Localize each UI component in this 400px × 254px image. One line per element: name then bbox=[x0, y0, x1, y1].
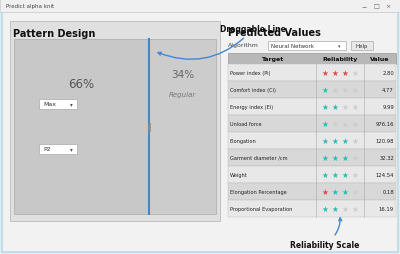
Text: ★: ★ bbox=[332, 204, 338, 213]
Text: 66%: 66% bbox=[68, 78, 94, 91]
Text: ★: ★ bbox=[342, 187, 348, 196]
Text: Help: Help bbox=[356, 44, 368, 49]
Bar bbox=[0, 0, 400, 13]
Bar bbox=[228, 149, 396, 166]
Text: ★: ★ bbox=[352, 153, 358, 162]
Text: 0.18: 0.18 bbox=[382, 189, 394, 194]
Text: Garment diameter /cm: Garment diameter /cm bbox=[230, 155, 288, 160]
Bar bbox=[228, 183, 396, 200]
Text: 976.16: 976.16 bbox=[376, 121, 394, 126]
Text: 124.54: 124.54 bbox=[376, 172, 394, 177]
Text: Elongation: Elongation bbox=[230, 138, 257, 144]
Bar bbox=[14, 40, 149, 214]
Text: ★: ★ bbox=[352, 204, 358, 213]
Text: Regular: Regular bbox=[169, 92, 196, 98]
Text: Power index (Pi): Power index (Pi) bbox=[230, 71, 270, 76]
Text: 120.98: 120.98 bbox=[376, 138, 394, 144]
Text: ★: ★ bbox=[342, 204, 348, 213]
Text: ★: ★ bbox=[352, 86, 358, 95]
Text: Predicted Values: Predicted Values bbox=[228, 28, 321, 38]
Text: ★: ★ bbox=[342, 120, 348, 129]
Text: ★: ★ bbox=[352, 120, 358, 129]
Text: ★: ★ bbox=[332, 136, 338, 146]
Text: □: □ bbox=[373, 4, 379, 9]
Text: Reliability: Reliability bbox=[322, 57, 358, 62]
Text: ★: ★ bbox=[332, 86, 338, 95]
Text: 16.19: 16.19 bbox=[379, 206, 394, 211]
Text: ★: ★ bbox=[332, 187, 338, 196]
Text: ★: ★ bbox=[352, 136, 358, 146]
Text: Neural Network: Neural Network bbox=[271, 44, 314, 49]
Text: ★: ★ bbox=[322, 103, 328, 112]
Text: ★: ★ bbox=[332, 69, 338, 78]
Text: ★: ★ bbox=[322, 204, 328, 213]
Bar bbox=[39, 100, 77, 109]
Text: Reliability Scale: Reliability Scale bbox=[290, 218, 360, 249]
Text: Value: Value bbox=[370, 57, 390, 62]
Text: ★: ★ bbox=[352, 69, 358, 78]
Text: 34%: 34% bbox=[171, 70, 194, 80]
Bar bbox=[228, 200, 396, 217]
Text: ★: ★ bbox=[332, 153, 338, 162]
Text: ★: ★ bbox=[322, 187, 328, 196]
Bar bbox=[351, 42, 373, 51]
Text: ★: ★ bbox=[352, 187, 358, 196]
Text: ★: ★ bbox=[322, 69, 328, 78]
Text: 4.77: 4.77 bbox=[382, 88, 394, 93]
Text: P2: P2 bbox=[43, 147, 51, 152]
Text: ★: ★ bbox=[322, 86, 328, 95]
Text: Comfort index (Ci): Comfort index (Ci) bbox=[230, 88, 276, 93]
Text: Target: Target bbox=[261, 57, 283, 62]
Bar bbox=[228, 99, 396, 116]
Bar bbox=[10, 22, 220, 221]
Bar bbox=[228, 133, 396, 149]
Bar bbox=[228, 65, 396, 82]
Text: ★: ★ bbox=[352, 103, 358, 112]
Text: ★: ★ bbox=[322, 153, 328, 162]
Bar bbox=[228, 166, 396, 183]
Bar bbox=[149, 40, 216, 214]
Bar bbox=[228, 116, 396, 133]
Text: ★: ★ bbox=[332, 120, 338, 129]
Text: 32.32: 32.32 bbox=[379, 155, 394, 160]
Text: Proportional Evaporation: Proportional Evaporation bbox=[230, 206, 292, 211]
Bar bbox=[268, 42, 346, 51]
Text: ★: ★ bbox=[352, 170, 358, 179]
Text: ▾: ▾ bbox=[70, 102, 73, 107]
Text: ★: ★ bbox=[322, 120, 328, 129]
Text: ★: ★ bbox=[332, 170, 338, 179]
Text: ▾: ▾ bbox=[70, 147, 73, 152]
Text: ★: ★ bbox=[322, 170, 328, 179]
Text: Weight: Weight bbox=[230, 172, 248, 177]
Text: ★: ★ bbox=[342, 69, 348, 78]
Text: Pattern Design: Pattern Design bbox=[13, 29, 95, 39]
Text: Unload force: Unload force bbox=[230, 121, 262, 126]
Text: ★: ★ bbox=[322, 136, 328, 146]
Text: ★: ★ bbox=[342, 153, 348, 162]
Bar bbox=[228, 82, 396, 99]
Bar bbox=[39, 145, 77, 154]
Text: Max: Max bbox=[43, 102, 56, 107]
Text: Algorithm: Algorithm bbox=[228, 43, 259, 48]
Text: Energy index (Ei): Energy index (Ei) bbox=[230, 105, 273, 109]
Text: ×: × bbox=[385, 4, 391, 9]
Text: ▾: ▾ bbox=[338, 44, 340, 49]
Text: ★: ★ bbox=[342, 170, 348, 179]
Text: −: − bbox=[361, 4, 367, 9]
Text: 2.80: 2.80 bbox=[382, 71, 394, 76]
Text: ★: ★ bbox=[342, 103, 348, 112]
Text: Predict alpha knit: Predict alpha knit bbox=[6, 4, 54, 9]
Text: Draggable Line: Draggable Line bbox=[158, 25, 286, 60]
Bar bbox=[228, 54, 396, 65]
Text: ★: ★ bbox=[342, 86, 348, 95]
Text: ★: ★ bbox=[342, 136, 348, 146]
Text: 9.99: 9.99 bbox=[382, 105, 394, 109]
Text: Elongation Percentage: Elongation Percentage bbox=[230, 189, 287, 194]
Text: ★: ★ bbox=[332, 103, 338, 112]
